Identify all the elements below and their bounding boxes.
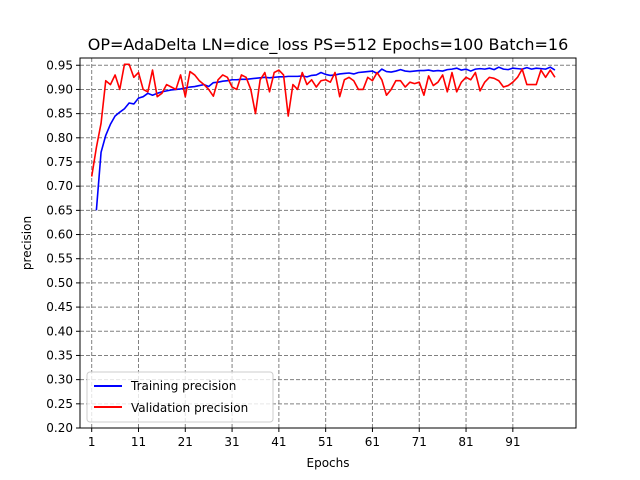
legend-label-training: Training precision (130, 379, 236, 393)
y-tick-label: 0.60 (46, 228, 73, 242)
y-tick-label: 0.30 (46, 373, 73, 387)
x-tick-label: 21 (178, 435, 193, 449)
x-tick-label: 51 (318, 435, 333, 449)
y-tick-label: 0.85 (46, 107, 73, 121)
y-tick-label: 0.20 (46, 421, 73, 435)
y-tick-label: 0.65 (46, 203, 73, 217)
x-tick-label: 1 (88, 435, 96, 449)
x-tick-label: 31 (224, 435, 239, 449)
y-tick-label: 0.70 (46, 179, 73, 193)
x-tick-label: 91 (505, 435, 520, 449)
plot-frame (79, 57, 577, 429)
y-tick-label: 0.45 (46, 300, 73, 314)
legend-box (86, 371, 274, 423)
x-tick-label: 61 (365, 435, 380, 449)
series-layer (90, 63, 556, 211)
validation-precision-line (90, 63, 556, 177)
legend: Training precision Validation precision (86, 371, 274, 423)
y-axis-label: precision (20, 216, 34, 270)
y-tick-label: 0.25 (46, 397, 73, 411)
x-tick-label: 71 (412, 435, 427, 449)
y-tick-label: 0.40 (46, 324, 73, 338)
y-tick-label: 0.80 (46, 131, 73, 145)
y-tick-label: 0.55 (46, 252, 73, 266)
legend-label-validation: Validation precision (131, 401, 248, 415)
x-tick-label: 11 (131, 435, 146, 449)
ticks-layer: 0.20 0.25 0.30 0.35 0.40 0.45 0.50 0.55 0.60 0.65… (46, 58, 520, 449)
chart-title: OP=AdaDelta LN=dice_loss PS=512 Epochs=1… (88, 35, 569, 55)
x-tick-label: 41 (271, 435, 286, 449)
y-tick-label: 0.35 (46, 348, 73, 362)
grid-layer (80, 58, 576, 429)
x-axis-label: Epochs (307, 456, 350, 470)
y-tick-label: 0.50 (46, 276, 73, 290)
x-tick-label: 81 (458, 435, 473, 449)
training-precision-line (95, 66, 556, 211)
y-tick-label: 0.90 (46, 82, 73, 96)
y-tick-label: 0.95 (46, 58, 73, 72)
y-tick-label: 0.75 (46, 155, 73, 169)
